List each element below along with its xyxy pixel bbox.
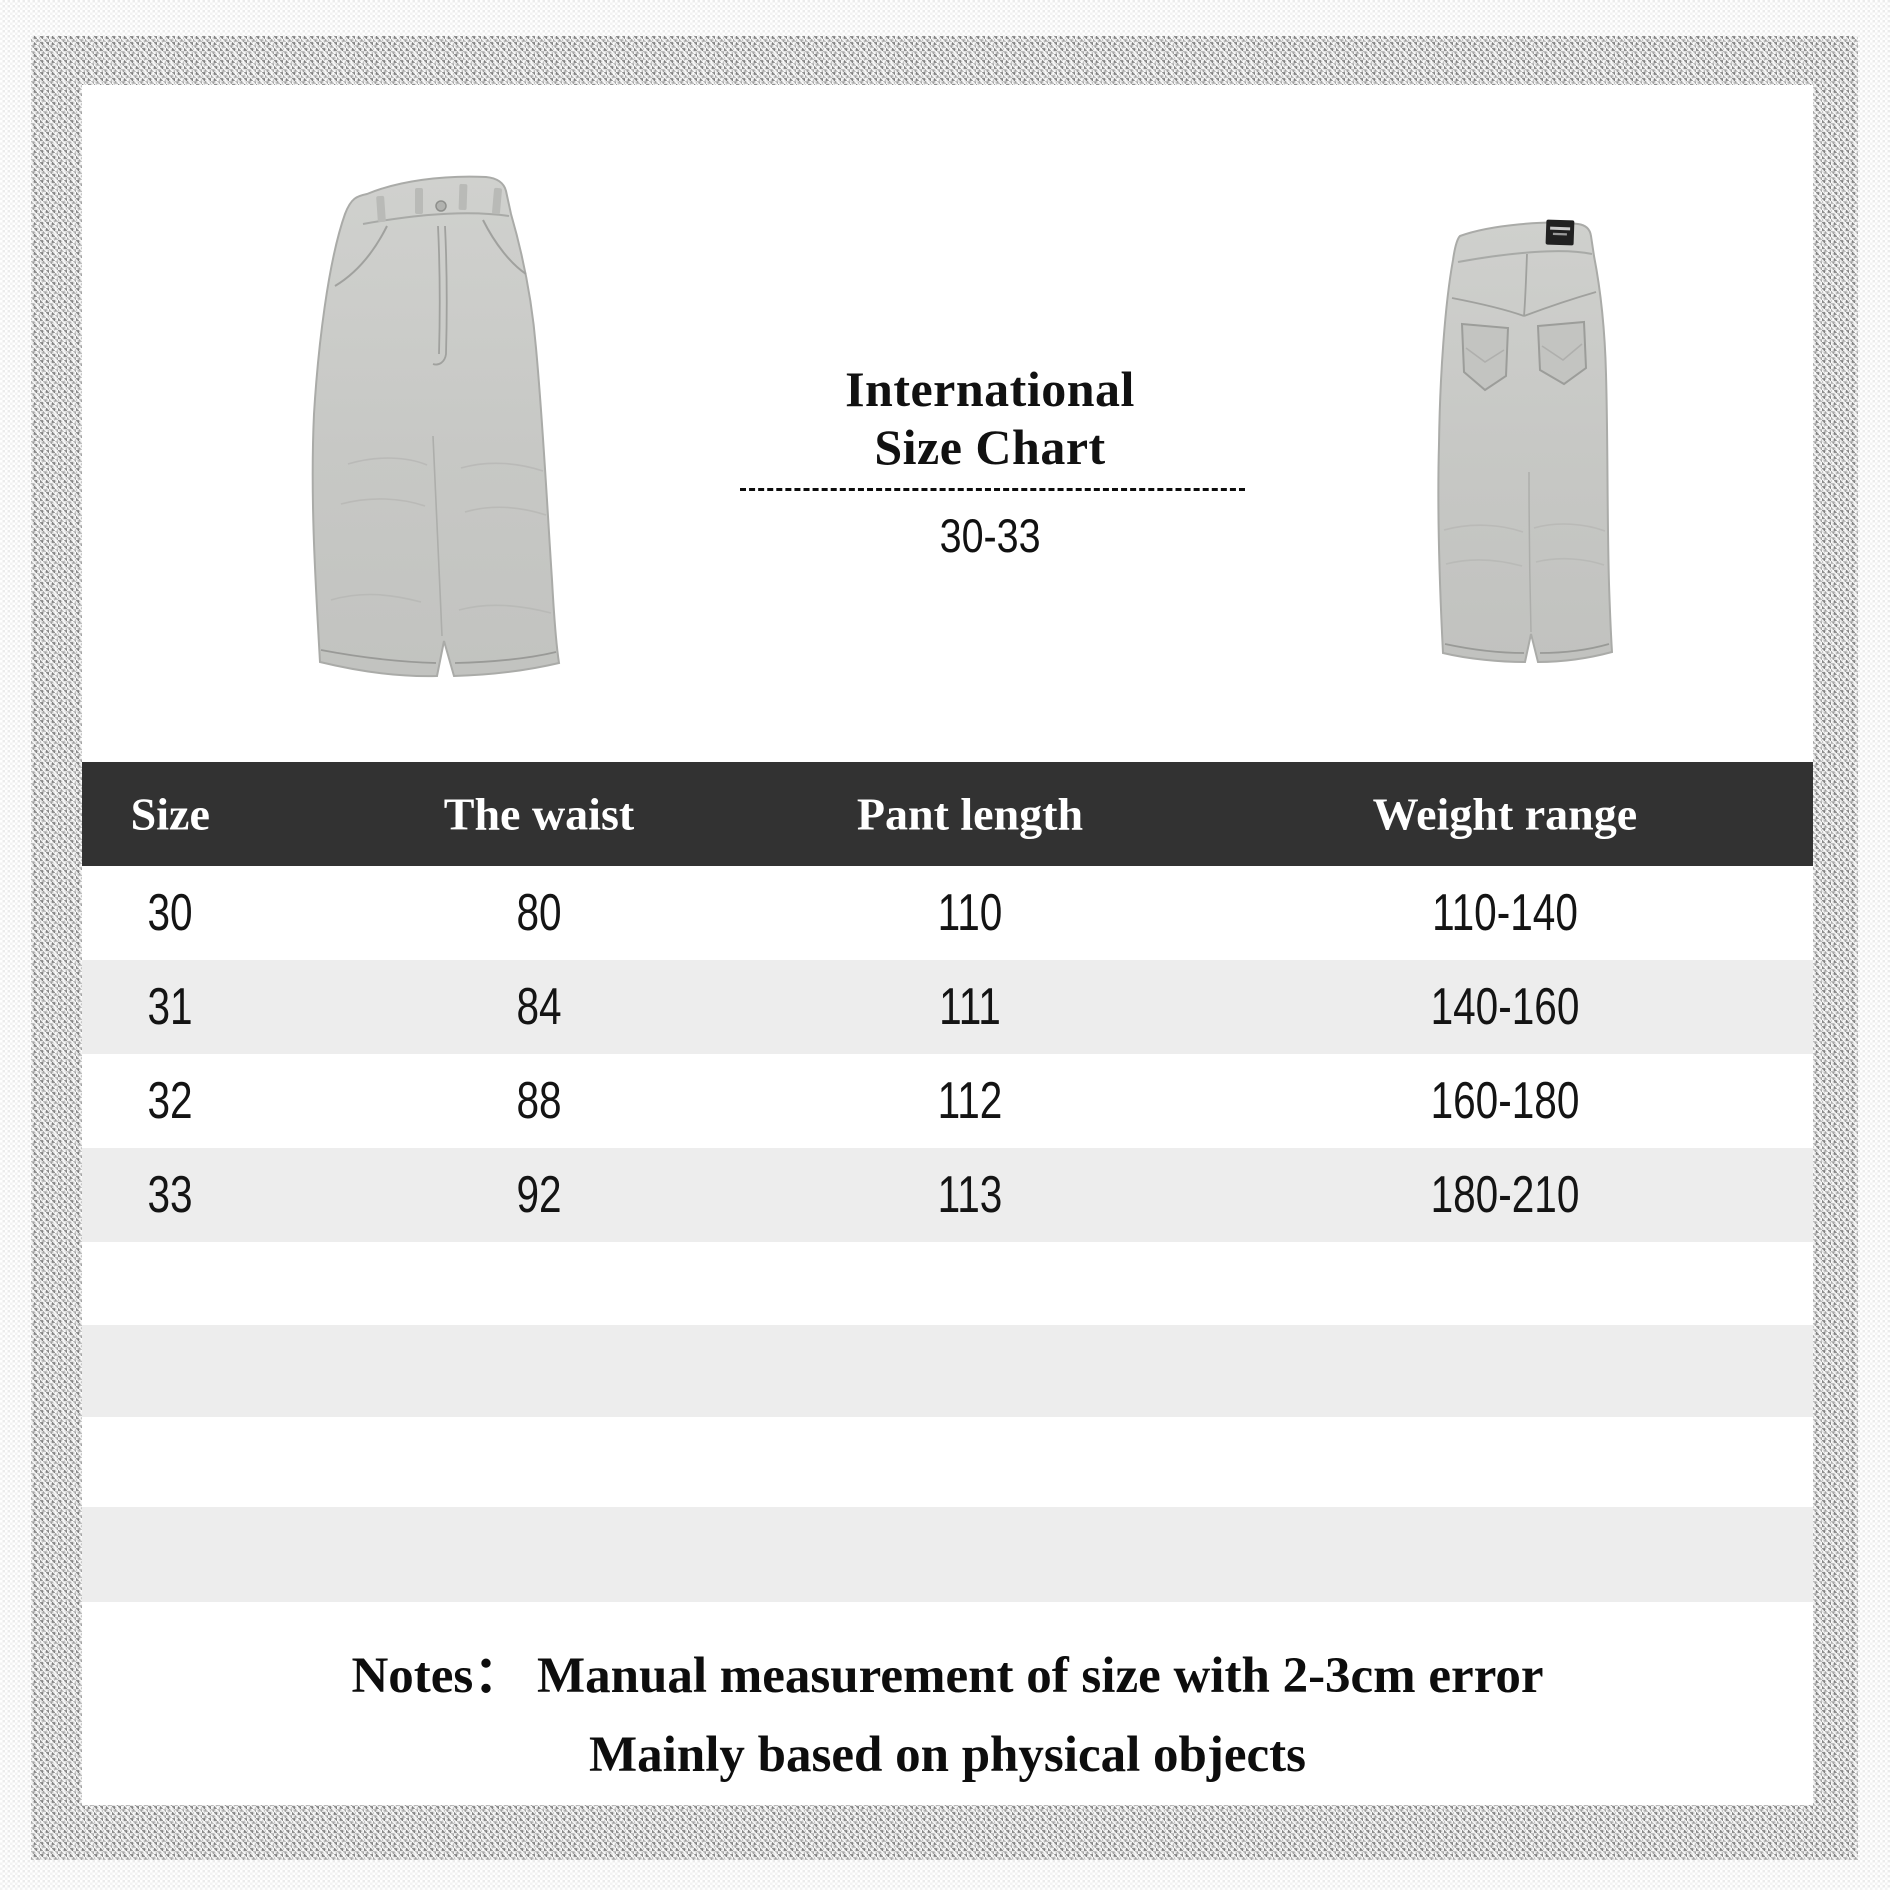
empty-row bbox=[82, 1417, 1813, 1507]
pocket-stitch bbox=[1465, 343, 1583, 363]
column-header-size: Size bbox=[130, 788, 210, 840]
fly-stitch bbox=[432, 225, 448, 366]
inseam-crease bbox=[432, 435, 443, 637]
brand-patch bbox=[1545, 219, 1575, 246]
column-header-waist: The waist bbox=[443, 788, 635, 840]
cell-pant-length: 113 bbox=[937, 1166, 1003, 1224]
size-range-value: 30-33 bbox=[939, 509, 1041, 562]
cell-pant-length: 112 bbox=[937, 1072, 1003, 1130]
column-header-weight-range: Weight range bbox=[1372, 788, 1638, 840]
cell-size: 32 bbox=[147, 1072, 193, 1130]
cell-pant-length: 110 bbox=[937, 884, 1003, 942]
cell-weight-range: 110-140 bbox=[1431, 884, 1578, 942]
table-row: 32 88 112 160-180 bbox=[82, 1054, 1813, 1148]
belt-loop bbox=[376, 195, 386, 223]
content-area: International Size Chart 30-33 Size The … bbox=[82, 85, 1813, 1805]
inseam-crease bbox=[1528, 471, 1532, 633]
jeans-front-image bbox=[311, 175, 561, 678]
empty-row bbox=[82, 1242, 1813, 1325]
empty-row bbox=[82, 1507, 1813, 1602]
size-table: Size The waist Pant length Weight range … bbox=[82, 762, 1813, 1602]
front-pocket-right bbox=[482, 219, 527, 275]
back-pocket-left bbox=[1460, 322, 1510, 392]
cell-weight-range: 140-160 bbox=[1430, 978, 1580, 1036]
column-header-pant-length: Pant length bbox=[856, 788, 1084, 840]
jeans-back-image bbox=[1437, 219, 1613, 664]
fabric-wrinkles bbox=[330, 457, 552, 614]
cell-waist: 88 bbox=[516, 1072, 562, 1130]
notes-label: Notes： bbox=[351, 1648, 525, 1704]
back-pocket-right bbox=[1536, 320, 1588, 386]
cell-size: 31 bbox=[147, 978, 193, 1036]
table-row: 33 92 113 180-210 bbox=[82, 1148, 1813, 1242]
cell-size: 30 bbox=[147, 884, 193, 942]
cell-waist: 84 bbox=[516, 978, 562, 1036]
hem-stitch bbox=[320, 649, 557, 664]
table-header-row: Size The waist Pant length Weight range bbox=[82, 762, 1813, 866]
title-block: International Size Chart 30-33 bbox=[740, 360, 1245, 561]
belt-loop bbox=[415, 188, 423, 214]
size-range: 30-33 bbox=[740, 511, 1240, 561]
notes: Notes： Manual measurement of size with 2… bbox=[82, 1637, 1813, 1795]
center-back-seam bbox=[1523, 253, 1528, 317]
cell-weight-range: 180-210 bbox=[1430, 1166, 1580, 1224]
jeans-button bbox=[435, 200, 447, 212]
page-title-line-2: Size Chart bbox=[874, 419, 1106, 475]
notes-line-2: Mainly based on physical objects bbox=[589, 1727, 1306, 1783]
yoke-seam bbox=[1451, 291, 1597, 317]
belt-loop bbox=[492, 187, 502, 215]
cell-weight-range: 160-180 bbox=[1430, 1072, 1580, 1130]
belt-loop bbox=[458, 183, 468, 211]
cell-pant-length: 111 bbox=[939, 978, 1001, 1036]
cell-waist: 92 bbox=[516, 1166, 562, 1224]
hem-stitch bbox=[1444, 643, 1610, 654]
dashed-divider bbox=[740, 488, 1245, 491]
front-pocket-left bbox=[334, 225, 388, 287]
waistband-seam bbox=[1457, 250, 1593, 263]
fabric-wrinkles bbox=[1443, 523, 1606, 567]
table-row: 31 84 111 140-160 bbox=[82, 960, 1813, 1054]
jeans-front-body bbox=[311, 175, 561, 678]
page-title-line-1: International bbox=[845, 361, 1135, 417]
notes-text: Manual measurement of size with 2-3cm er… bbox=[537, 1648, 1544, 1704]
table-row: 30 80 110 110-140 bbox=[82, 866, 1813, 960]
empty-row bbox=[82, 1325, 1813, 1417]
notes-line-1: Notes： Manual measurement of size with 2… bbox=[82, 1637, 1813, 1716]
cell-size: 33 bbox=[147, 1166, 193, 1224]
cell-waist: 80 bbox=[516, 884, 562, 942]
